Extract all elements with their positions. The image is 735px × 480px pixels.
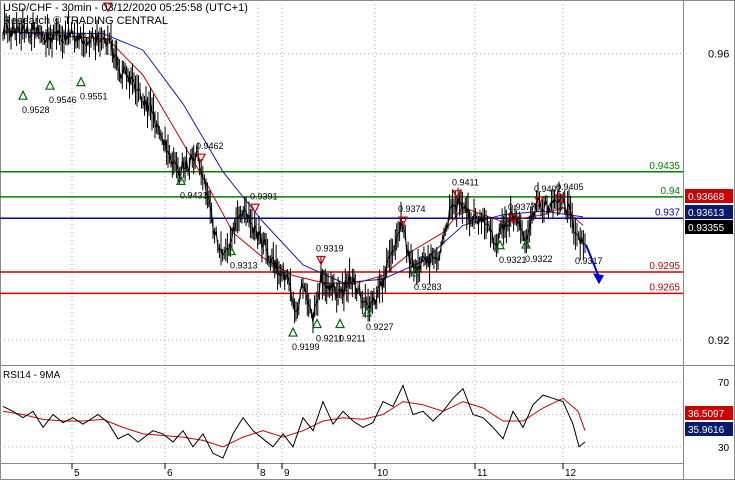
price-series	[2, 6, 604, 334]
forecast-arrow-shaft	[585, 244, 600, 278]
x-tick-label: 10	[377, 468, 389, 479]
resistance-2-label: 0.9435	[649, 161, 680, 172]
swing-low-marker	[362, 306, 372, 317]
price-tag-box	[685, 220, 733, 234]
swing-high-marker	[250, 203, 260, 214]
forecast-arrow-head	[593, 273, 604, 285]
swing-low-label: 0.9199	[292, 342, 320, 352]
rsi-tag-label: 36.5097	[688, 409, 725, 420]
rsi-line	[2, 384, 586, 459]
x-tick-label: 9	[284, 468, 290, 479]
swing-high-marker	[398, 216, 408, 227]
swing-high-label: 0.9374	[398, 204, 426, 214]
price-tag-box	[685, 205, 733, 219]
annotations: 0.95280.95460.95510.96570.94620.94310.93…	[18, 0, 603, 352]
swing-low-marker	[76, 76, 86, 87]
x-tick-label: 5	[74, 468, 80, 479]
price-tag-box	[685, 189, 733, 203]
x-tick-label: 6	[167, 468, 173, 479]
rsi-tag-box	[685, 422, 733, 436]
swing-high-label: 0.9405	[556, 182, 584, 192]
swing-low-marker	[226, 245, 236, 256]
swing-high-marker	[196, 153, 206, 164]
rsi-tag-label: 35.9616	[688, 425, 725, 436]
price-line	[2, 20, 586, 323]
x-tick-label: 12	[565, 468, 577, 479]
rsi-y-tick-label: 70	[718, 378, 730, 389]
grid: 0.960.940.92705030	[0, 0, 730, 463]
swing-high-label: 0.9411	[452, 178, 479, 188]
swing-low-label: 0.9211	[316, 333, 343, 343]
chart-subtitle: Research © TRADING CENTRAL	[3, 15, 168, 27]
swing-low-marker	[495, 239, 505, 250]
swing-low-marker	[176, 175, 186, 185]
pivot-label: 0.937	[655, 207, 680, 218]
target-label: 0.9317	[575, 256, 603, 266]
swing-high-label: 0.9319	[316, 244, 344, 254]
swing-high-marker	[316, 255, 326, 266]
swing-low-marker	[410, 266, 420, 277]
swing-low-label: 0.9551	[80, 92, 108, 102]
swing-low-marker	[45, 79, 55, 90]
swing-high-marker	[103, 2, 113, 13]
price-tags: 0.93668 0.93613 0.93355	[685, 189, 733, 234]
rsi-title: RSI14 - 9MA	[3, 370, 61, 381]
swing-high-marker	[452, 190, 462, 201]
swing-low-marker	[18, 89, 28, 100]
swing-low-label: 0.9227	[366, 322, 394, 332]
price-tag-label: 0.93613	[688, 208, 725, 219]
resistance-1-label: 0.94	[661, 186, 681, 197]
swing-high-label: 0.9377	[508, 202, 536, 212]
price-bars	[2, 6, 586, 334]
support-resistance-levels: 0.9435 0.94 0.937 0.9295 0.9265	[0, 161, 683, 295]
y-tick-label: 0.96	[708, 49, 729, 61]
swing-high-label: 0.9402	[534, 184, 562, 194]
swing-low-label: 0.9321	[499, 255, 527, 265]
support-2-label: 0.9265	[649, 282, 680, 293]
rsi-tag-box	[685, 406, 733, 420]
swing-low-marker	[335, 318, 345, 329]
time-axis: 5 6 8 9 10 11 12	[71, 463, 577, 479]
swing-low-marker	[288, 326, 298, 337]
swing-low-label: 0.9283	[414, 282, 442, 292]
x-tick-label: 8	[260, 468, 266, 479]
swing-low-marker	[521, 238, 531, 249]
price-tag-label: 0.93668	[688, 192, 725, 203]
chart-title: USD/CHF - 30min - 03/12/2020 05:25:58 (U…	[3, 2, 248, 14]
swing-high-marker	[556, 194, 566, 205]
y-tick-label: 0.92	[708, 335, 729, 347]
swing-low-label: 0.9322	[525, 254, 553, 264]
swing-low-label: 0.9528	[22, 105, 50, 115]
swing-high-marker	[534, 196, 544, 207]
support-1-label: 0.9295	[649, 261, 680, 272]
rsi-y-tick-label: 30	[718, 443, 730, 454]
swing-low-label: 0.9431	[180, 190, 208, 200]
x-tick-label: 11	[477, 468, 488, 479]
swing-low-marker	[312, 318, 322, 329]
swing-low-label: 0.9546	[49, 95, 77, 105]
swing-high-label: 0.9391	[250, 191, 278, 201]
swing-high-marker	[508, 214, 518, 225]
rsi-ma-line	[2, 397, 586, 448]
swing-high-label: 0.9462	[196, 141, 224, 151]
price-tag-label: 0.93355	[688, 223, 725, 234]
swing-low-label: 0.9313	[230, 260, 258, 270]
swing-low-label: 0.9211	[339, 333, 366, 343]
rsi-panel: 36.5097 35.9616	[2, 384, 733, 459]
ma_slow-line	[2, 31, 584, 284]
